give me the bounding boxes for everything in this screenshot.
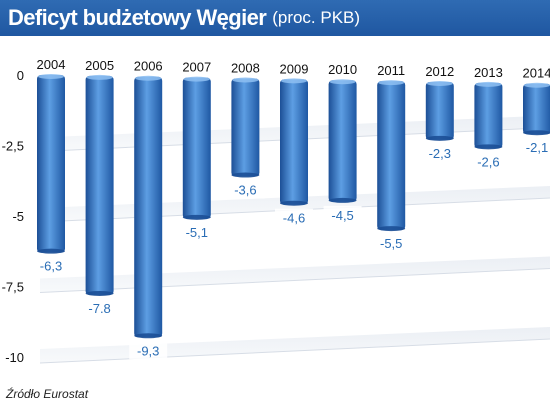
bar-cap bbox=[86, 74, 113, 80]
bar-2014 bbox=[523, 83, 550, 135]
year-label-bg bbox=[373, 62, 410, 80]
y-tick-label: -10 bbox=[5, 350, 24, 365]
bar-2011 bbox=[377, 81, 406, 231]
bar-base bbox=[37, 248, 65, 254]
value-label-bg bbox=[372, 234, 411, 253]
bar-base bbox=[523, 130, 550, 136]
bar-cap bbox=[426, 80, 453, 86]
year-label: 2007 bbox=[182, 60, 211, 75]
bar-cap bbox=[135, 75, 162, 81]
year-label: 2012 bbox=[425, 64, 454, 79]
x-axis-labels: 2004 2005 2006 2007 2008 2009 2010 2011 2012 2013… bbox=[33, 56, 550, 82]
value-label: -9,3 bbox=[137, 343, 159, 358]
year-label-bg bbox=[519, 64, 550, 82]
bar-2009 bbox=[280, 79, 308, 205]
year-label: 2004 bbox=[37, 57, 66, 72]
value-label-bg bbox=[32, 256, 70, 275]
value-labels: -6,3 -7.8 -9,3 -5,1 -3,6 -4,6 -4,5 -5,5 -2,3 -2,6… bbox=[32, 138, 550, 360]
year-label-bg bbox=[81, 56, 118, 74]
bar-base bbox=[280, 200, 308, 206]
value-label-bg bbox=[129, 341, 168, 360]
bar-2007 bbox=[182, 77, 211, 219]
bar-base bbox=[231, 172, 260, 178]
value-label-bg bbox=[323, 205, 362, 224]
bars bbox=[37, 74, 550, 339]
bar-cap bbox=[378, 80, 405, 86]
value-label: -3,6 bbox=[234, 183, 256, 198]
year-label: 2011 bbox=[377, 63, 405, 78]
value-label-bg bbox=[80, 298, 119, 317]
year-label: 2008 bbox=[231, 60, 260, 75]
grid-line bbox=[39, 268, 550, 293]
source-note: Źródło Eurostat bbox=[6, 387, 89, 401]
bar-base bbox=[474, 144, 503, 150]
year-label-bg bbox=[276, 60, 312, 78]
value-label-bg bbox=[469, 152, 508, 171]
year-label: 2013 bbox=[474, 65, 503, 80]
value-label-bg bbox=[420, 143, 459, 162]
bar-cap bbox=[232, 77, 259, 83]
value-label: -2,1 bbox=[526, 140, 548, 155]
bar-cap bbox=[524, 82, 550, 88]
value-label-bg bbox=[226, 180, 265, 199]
value-label: -2,6 bbox=[477, 154, 499, 169]
year-label: 2014 bbox=[523, 66, 550, 81]
year-label-bg bbox=[33, 56, 69, 73]
year-label: 2006 bbox=[134, 59, 163, 74]
bar-2004 bbox=[37, 75, 65, 253]
year-label-bg bbox=[178, 58, 215, 76]
bar-chart: 0-2,5-5-7,5-10 2004 2005 2006 2007 2008 2009 2… bbox=[2, 56, 550, 365]
year-label-bg bbox=[470, 63, 507, 81]
year-label-bg bbox=[130, 57, 167, 75]
bar-cap bbox=[281, 78, 307, 84]
y-axis: 0 -2,5 -5 -7,5 -10 bbox=[2, 68, 24, 365]
bar-cap bbox=[475, 81, 502, 87]
bar-cap bbox=[329, 79, 356, 85]
grid-band bbox=[40, 327, 550, 363]
bar-base bbox=[134, 333, 163, 339]
year-label: 2010 bbox=[328, 62, 357, 77]
value-label-bg bbox=[275, 208, 313, 227]
bar-base bbox=[85, 290, 114, 296]
y-tick-label: 0 bbox=[17, 68, 24, 83]
y-tick-label: -7,5 bbox=[2, 280, 24, 295]
year-label-bg bbox=[227, 59, 264, 77]
bar-base bbox=[328, 197, 357, 203]
bar-cap bbox=[183, 76, 210, 82]
bar-2010 bbox=[328, 80, 357, 202]
bar-2008 bbox=[231, 78, 260, 177]
value-label: -5,1 bbox=[186, 225, 208, 240]
bar-base bbox=[425, 135, 454, 141]
bar-base bbox=[377, 226, 406, 232]
bar-2005 bbox=[85, 75, 114, 295]
value-label: -6,3 bbox=[40, 259, 62, 274]
value-label: -4,5 bbox=[331, 208, 353, 223]
chart-subtitle: (proc. PKB) bbox=[272, 8, 361, 27]
value-label: -7.8 bbox=[88, 301, 110, 316]
value-label-bg bbox=[518, 138, 550, 157]
grid-band bbox=[40, 256, 550, 293]
bar-2012 bbox=[425, 81, 454, 140]
y-tick-label: -5 bbox=[12, 209, 24, 224]
bar-base bbox=[182, 214, 211, 220]
chart-title: Deficyt budżetowy Węgier bbox=[8, 5, 267, 30]
year-label-bg bbox=[324, 61, 361, 79]
bar-2006 bbox=[134, 76, 163, 338]
year-label-bg bbox=[421, 62, 458, 80]
chart-header: Deficyt budżetowy Węgier (proc. PKB) bbox=[0, 0, 550, 36]
y-tick-label: -2,5 bbox=[2, 139, 24, 154]
value-label: -2,3 bbox=[429, 146, 451, 161]
year-label: 2005 bbox=[85, 58, 114, 73]
bar-2013 bbox=[474, 82, 503, 149]
value-label: -4,6 bbox=[283, 211, 305, 226]
year-label: 2009 bbox=[280, 61, 309, 76]
grid-line bbox=[39, 338, 550, 364]
value-label-bg bbox=[177, 222, 216, 241]
value-label: -5,5 bbox=[380, 236, 402, 251]
bar-cap bbox=[38, 74, 64, 79]
